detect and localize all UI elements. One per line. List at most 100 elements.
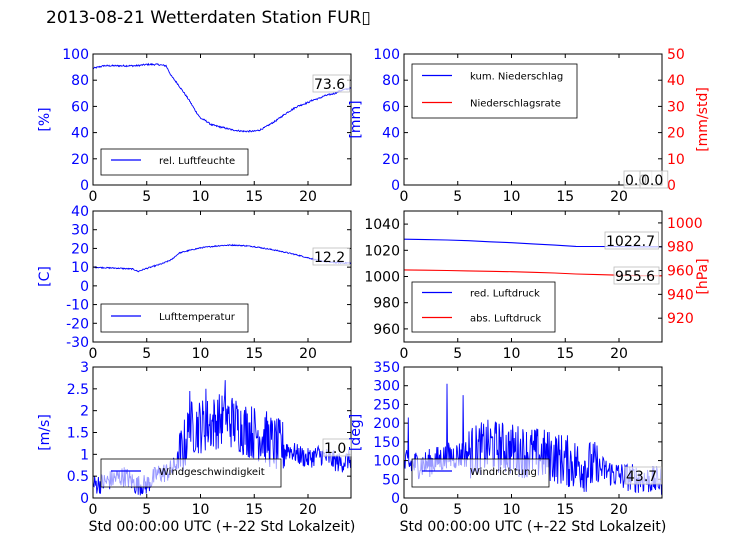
x-tick-label: 0 [400, 346, 409, 362]
y-tick-label: 20 [71, 152, 89, 168]
y-right-tick-label: 50 [667, 47, 685, 63]
x-tick-label: 5 [142, 502, 151, 518]
y-tick-label: 0 [80, 491, 89, 507]
y-axis-label: [C] [37, 266, 53, 287]
legend-label: abs. Luftdruck [470, 314, 541, 325]
y-tick-label: 100 [373, 47, 400, 63]
x-tick-label: 5 [453, 502, 462, 518]
y-tick-label: 20 [71, 241, 89, 257]
panel-humidity: 0 5 10 15 20 0 20 40 60 80 100 [%] rel. Luftfeuchte 7… [37, 47, 352, 205]
y-tick-label: 1000 [364, 270, 400, 286]
panel-temperature: 0 5 10 15 20 -30 -20 -10 0 10 20 30 40 [C] Lufttempera… [37, 204, 352, 362]
value-annotation: 1.0 [324, 441, 346, 457]
x-tick-label: 20 [299, 346, 317, 362]
y-right-tick-label: 980 [667, 240, 694, 256]
y-tick-label: 40 [382, 126, 400, 142]
legend-box [411, 63, 578, 119]
y-tick-label: 3 [80, 360, 89, 376]
x-tick-label: 0 [400, 189, 409, 205]
y-tick-label: 1.5 [67, 426, 89, 442]
value-annotation: 955.6 [615, 269, 655, 285]
figure-title: 2013-08-21 Wetterdaten Station FUR▯ [46, 8, 371, 28]
panel-precipitation: 0 5 10 15 20 0 20 40 60 80 100 0 10 20 30 40 50 [mm] [mm/s… [348, 47, 711, 205]
x-tick-label: 20 [610, 502, 628, 518]
value-annotation: 0.0 [641, 173, 663, 189]
y-right-tick-label: 30 [667, 99, 685, 115]
x-tick-label: 20 [610, 189, 628, 205]
y-tick-label: 2 [80, 404, 89, 420]
y-right-tick-label: 20 [667, 126, 685, 142]
y-tick-label: 40 [71, 126, 89, 142]
y-right-tick-label: 920 [667, 311, 694, 327]
x-tick-label: 0 [400, 502, 409, 518]
y-axis-label: [%] [37, 107, 53, 131]
legend-box [100, 458, 282, 488]
y-tick-label: 30 [71, 223, 89, 239]
x-tick-label: 5 [453, 346, 462, 362]
legend-label: Niederschlagsrate [470, 99, 561, 110]
y-right-tick-label: 40 [667, 73, 685, 89]
y-tick-label: 60 [382, 99, 400, 115]
series-line-windspeed-0 [92, 380, 352, 496]
x-axis-label: Std 00:00:00 UTC (+-22 Std Lokalzeit) [400, 519, 667, 535]
y-tick-label: 80 [71, 73, 89, 89]
x-tick-label: 0 [89, 502, 98, 518]
legend-label: Lufttemperatur [159, 312, 236, 323]
x-tick-label: 15 [556, 346, 574, 362]
y-tick-label: 80 [382, 73, 400, 89]
y-axis-label: [deg] [348, 414, 364, 451]
x-tick-label: 10 [503, 346, 521, 362]
y-tick-label: 50 [382, 472, 400, 488]
series-line-temperature-0 [92, 243, 352, 273]
y-tick-label: 0 [80, 178, 89, 194]
y-tick-label: 40 [71, 204, 89, 220]
legend-box [411, 281, 556, 333]
value-annotation-box [604, 231, 659, 250]
x-tick-label: 15 [556, 502, 574, 518]
y-axis-label: [m/s] [37, 414, 53, 451]
y-tick-label: 100 [62, 47, 89, 63]
y-tick-label: 150 [373, 435, 400, 451]
x-tick-label: 15 [556, 189, 574, 205]
y-tick-label: 1 [80, 447, 89, 463]
y-right-axis-label: [hPa] [695, 258, 711, 294]
value-annotation: 1022.7 [606, 234, 655, 250]
y-tick-label: -10 [66, 298, 89, 314]
y-right-tick-label: 940 [667, 287, 694, 303]
x-tick-label: 10 [503, 189, 521, 205]
y-tick-label: 0 [391, 491, 400, 507]
value-annotation-box [312, 74, 350, 93]
y-tick-label: 0.5 [67, 469, 89, 485]
y-right-tick-label: 10 [667, 152, 685, 168]
legend-box [411, 458, 550, 488]
legend-box [100, 303, 249, 333]
x-tick-label: 5 [142, 189, 151, 205]
x-tick-label: 20 [610, 346, 628, 362]
y-tick-label: 100 [373, 454, 400, 470]
y-tick-label: 300 [373, 379, 400, 395]
y-right-tick-label: 1000 [667, 216, 703, 232]
series-line-winddirection-0 [403, 383, 663, 495]
series-line-humidity-0 [92, 62, 352, 133]
legend-label: red. Luftdruck [470, 289, 540, 300]
y-tick-label: 350 [373, 360, 400, 376]
x-tick-label: 10 [192, 502, 210, 518]
y-tick-label: 60 [71, 99, 89, 115]
x-tick-label: 5 [142, 346, 151, 362]
y-axis-label: [mm] [348, 100, 364, 138]
plot-frame-temperature [92, 210, 352, 343]
x-tick-label: 0 [89, 189, 98, 205]
value-annotation-box [624, 466, 662, 485]
value-annotation: 43.7 [626, 469, 657, 485]
value-annotation: 73.6 [314, 77, 345, 93]
legend-box [100, 148, 249, 176]
x-tick-label: 20 [299, 502, 317, 518]
y-tick-label: 200 [373, 416, 400, 432]
plot-frame-winddirection [403, 366, 663, 499]
plot-frame-humidity [92, 53, 352, 186]
y-right-axis-label: [mm/std] [695, 87, 711, 152]
y-tick-label: 250 [373, 397, 400, 413]
legend-label: rel. Luftfeuchte [159, 156, 235, 167]
x-tick-label: 15 [245, 346, 263, 362]
